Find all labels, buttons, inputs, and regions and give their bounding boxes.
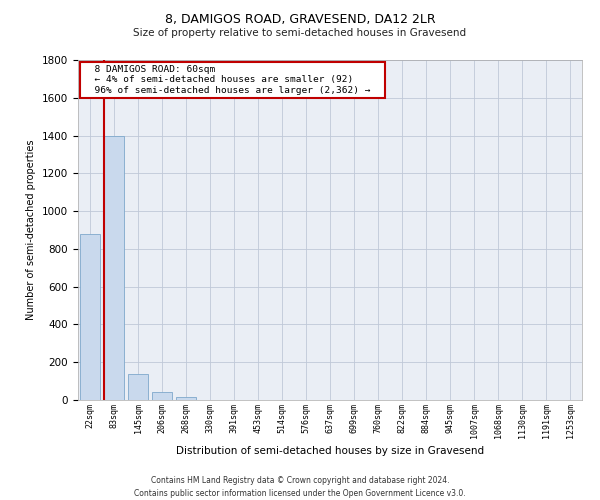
Bar: [80, 234, 100, 400]
X-axis label: Distribution of semi-detached houses by size in Gravesend: Distribution of semi-detached houses by …: [176, 446, 484, 456]
Text: 8 DAMIGOS ROAD: 60sqm  
  ← 4% of semi-detached houses are smaller (92)  
  96% : 8 DAMIGOS ROAD: 60sqm ← 4% of semi-detac…: [83, 65, 382, 95]
Text: Size of property relative to semi-detached houses in Gravesend: Size of property relative to semi-detach…: [133, 28, 467, 38]
Bar: [128, 374, 148, 400]
Text: Contains HM Land Registry data © Crown copyright and database right 2024.
Contai: Contains HM Land Registry data © Crown c…: [134, 476, 466, 498]
Bar: [176, 397, 196, 400]
Text: 8, DAMIGOS ROAD, GRAVESEND, DA12 2LR: 8, DAMIGOS ROAD, GRAVESEND, DA12 2LR: [164, 12, 436, 26]
Bar: [104, 136, 124, 400]
Bar: [152, 392, 172, 400]
Y-axis label: Number of semi-detached properties: Number of semi-detached properties: [26, 140, 37, 320]
